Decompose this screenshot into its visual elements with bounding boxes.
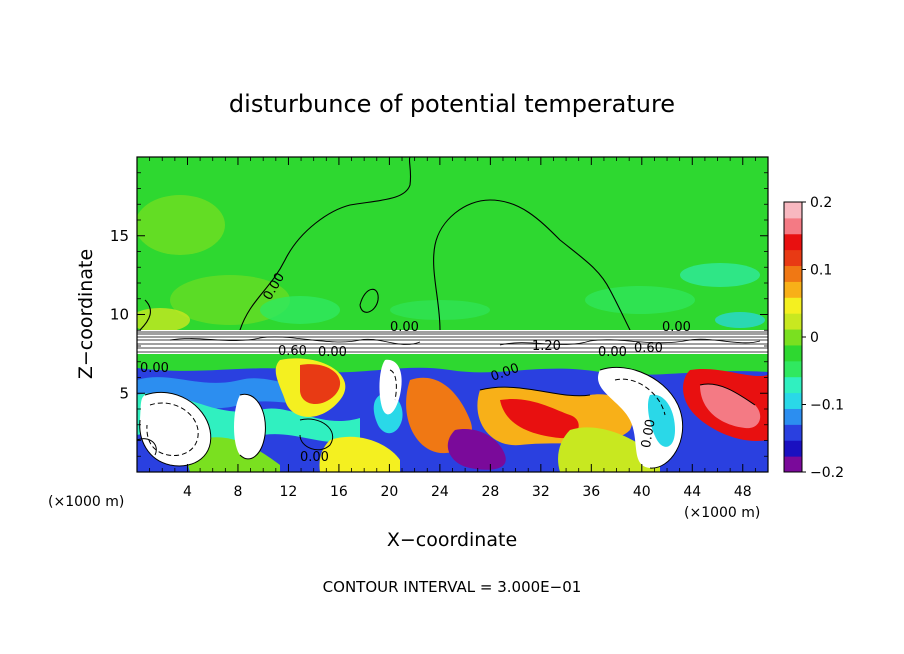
lower-field xyxy=(137,354,768,472)
colorbar-swatch xyxy=(784,202,802,219)
plot-area xyxy=(137,157,768,472)
x-axis-label: X−coordinate xyxy=(387,529,517,551)
x-tick-label: 48 xyxy=(734,484,752,500)
colorbar-tick-label: −0.2 xyxy=(810,465,844,481)
contour-label: 0.00 xyxy=(300,450,329,465)
x-tick-label: 20 xyxy=(380,484,398,500)
x-axis: 4 8 12 16 20 24 28 32 36 40 44 48 xyxy=(149,157,756,500)
colorbar-swatch xyxy=(784,281,802,298)
chart-title: disturbunce of potential temperature xyxy=(229,90,675,118)
colorbar-swatch xyxy=(784,424,802,441)
x-tick-label: 36 xyxy=(582,484,600,500)
contour-interval-note: CONTOUR INTERVAL = 3.000E−01 xyxy=(323,578,582,596)
x-tick-label: 8 xyxy=(233,484,242,500)
y-axis: 5 10 15 xyxy=(110,172,768,457)
colorbar-swatch xyxy=(784,265,802,282)
colorbar-swatch xyxy=(784,344,802,362)
contour-label: 0.00 xyxy=(390,320,419,335)
colorbar-swatch xyxy=(784,313,802,330)
upper-contours xyxy=(139,157,631,331)
colorbar-tick-label: 0.1 xyxy=(810,263,832,279)
y-tick-label: 15 xyxy=(110,227,129,245)
colorbar-tick-label: 0 xyxy=(810,330,819,346)
colorbar-swatch xyxy=(784,249,802,267)
colorbar-tick-label: −0.1 xyxy=(810,398,844,414)
x-tick-label: 16 xyxy=(330,484,348,500)
contour-label: 0.00 xyxy=(639,418,659,449)
x-unit-left: (×1000 m) xyxy=(48,494,124,510)
x-tick-label: 44 xyxy=(683,484,701,500)
contour-label: 0.00 xyxy=(318,345,347,360)
colorbar-ticks: 0.2 0.1 0 −0.1 −0.2 xyxy=(802,195,844,481)
colorbar-swatch xyxy=(784,408,802,425)
x-tick-label: 24 xyxy=(431,484,449,500)
colorbar-swatch xyxy=(784,297,802,314)
contour-label: 0.60 xyxy=(278,344,307,359)
colorbar-swatch xyxy=(784,376,802,394)
colorbar-swatch xyxy=(784,217,802,235)
contour-label: 1.20 xyxy=(532,339,561,354)
colorbar xyxy=(783,201,803,473)
y-axis-label: Z−coordinate xyxy=(75,249,97,379)
contour-label: 0.00 xyxy=(662,320,691,335)
colorbar-swatch xyxy=(784,392,802,409)
x-tick-label: 4 xyxy=(183,484,192,500)
colorbar-swatch xyxy=(784,360,802,378)
upper-patches xyxy=(137,195,765,332)
y-tick-label: 5 xyxy=(119,384,129,402)
colorbar-swatch xyxy=(784,233,802,251)
colorbar-tick-label: 0.2 xyxy=(810,195,832,211)
x-tick-label: 40 xyxy=(633,484,651,500)
contour-label: 0.60 xyxy=(634,341,663,356)
turbulent-band xyxy=(137,330,768,354)
contour-label: 0.00 xyxy=(140,361,169,376)
y-tick-label: 10 xyxy=(110,306,129,324)
x-tick-label: 28 xyxy=(481,484,499,500)
colorbar-swatch xyxy=(784,329,802,346)
contour-label: 0.00 xyxy=(598,345,627,360)
x-unit-right: (×1000 m) xyxy=(684,505,760,521)
x-tick-label: 12 xyxy=(280,484,298,500)
x-tick-label: 32 xyxy=(532,484,550,500)
colorbar-swatch xyxy=(784,456,802,473)
colorbar-swatch xyxy=(784,440,802,457)
